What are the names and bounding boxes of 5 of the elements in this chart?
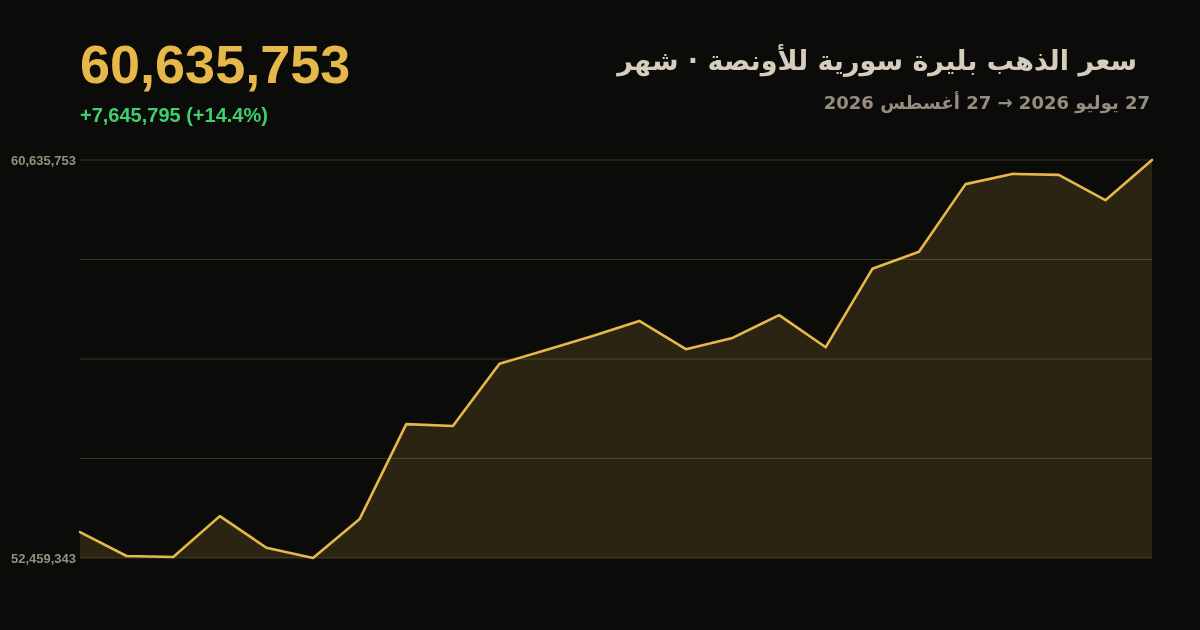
chart-title: سعر الذهب بليرة سورية للأونصة · شهر	[615, 44, 1137, 77]
y-tick-label: 52,459,343	[10, 550, 76, 566]
chart-subtitle: 27 يوليو 2026 → 27 أغسطس 2026	[823, 91, 1150, 114]
text: +7,645,795 (+14.4%)	[80, 104, 268, 126]
text: 60,635,753	[80, 34, 351, 94]
